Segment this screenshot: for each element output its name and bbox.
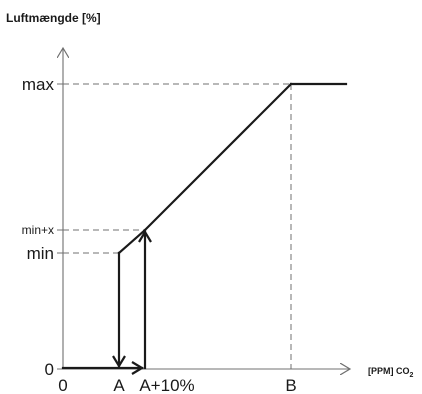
y-tick-label: min [27,244,54,263]
x-axis-unit-text: [PPM] CO [368,366,410,376]
x-axis-unit-label: [PPM] CO2 [368,366,414,379]
min-to-minx-segment [117,228,147,255]
ramp-segment [143,82,293,232]
x-tick-label: A [113,376,125,394]
y-tick-label: min+x [22,223,54,237]
chart-title: Luftmængde [%] [6,11,101,25]
y-tick-label: 0 [45,360,54,379]
x-tick-label: B [285,376,296,394]
airflow-curve [61,82,348,375]
guide-lines [63,83,292,369]
x-axis-unit-subscript: 2 [410,372,414,379]
x-tick-label: A+10% [139,376,194,394]
y-tick-label: max [22,75,55,94]
y-tick-marks [57,83,63,370]
x-tick-label: 0 [58,376,67,394]
